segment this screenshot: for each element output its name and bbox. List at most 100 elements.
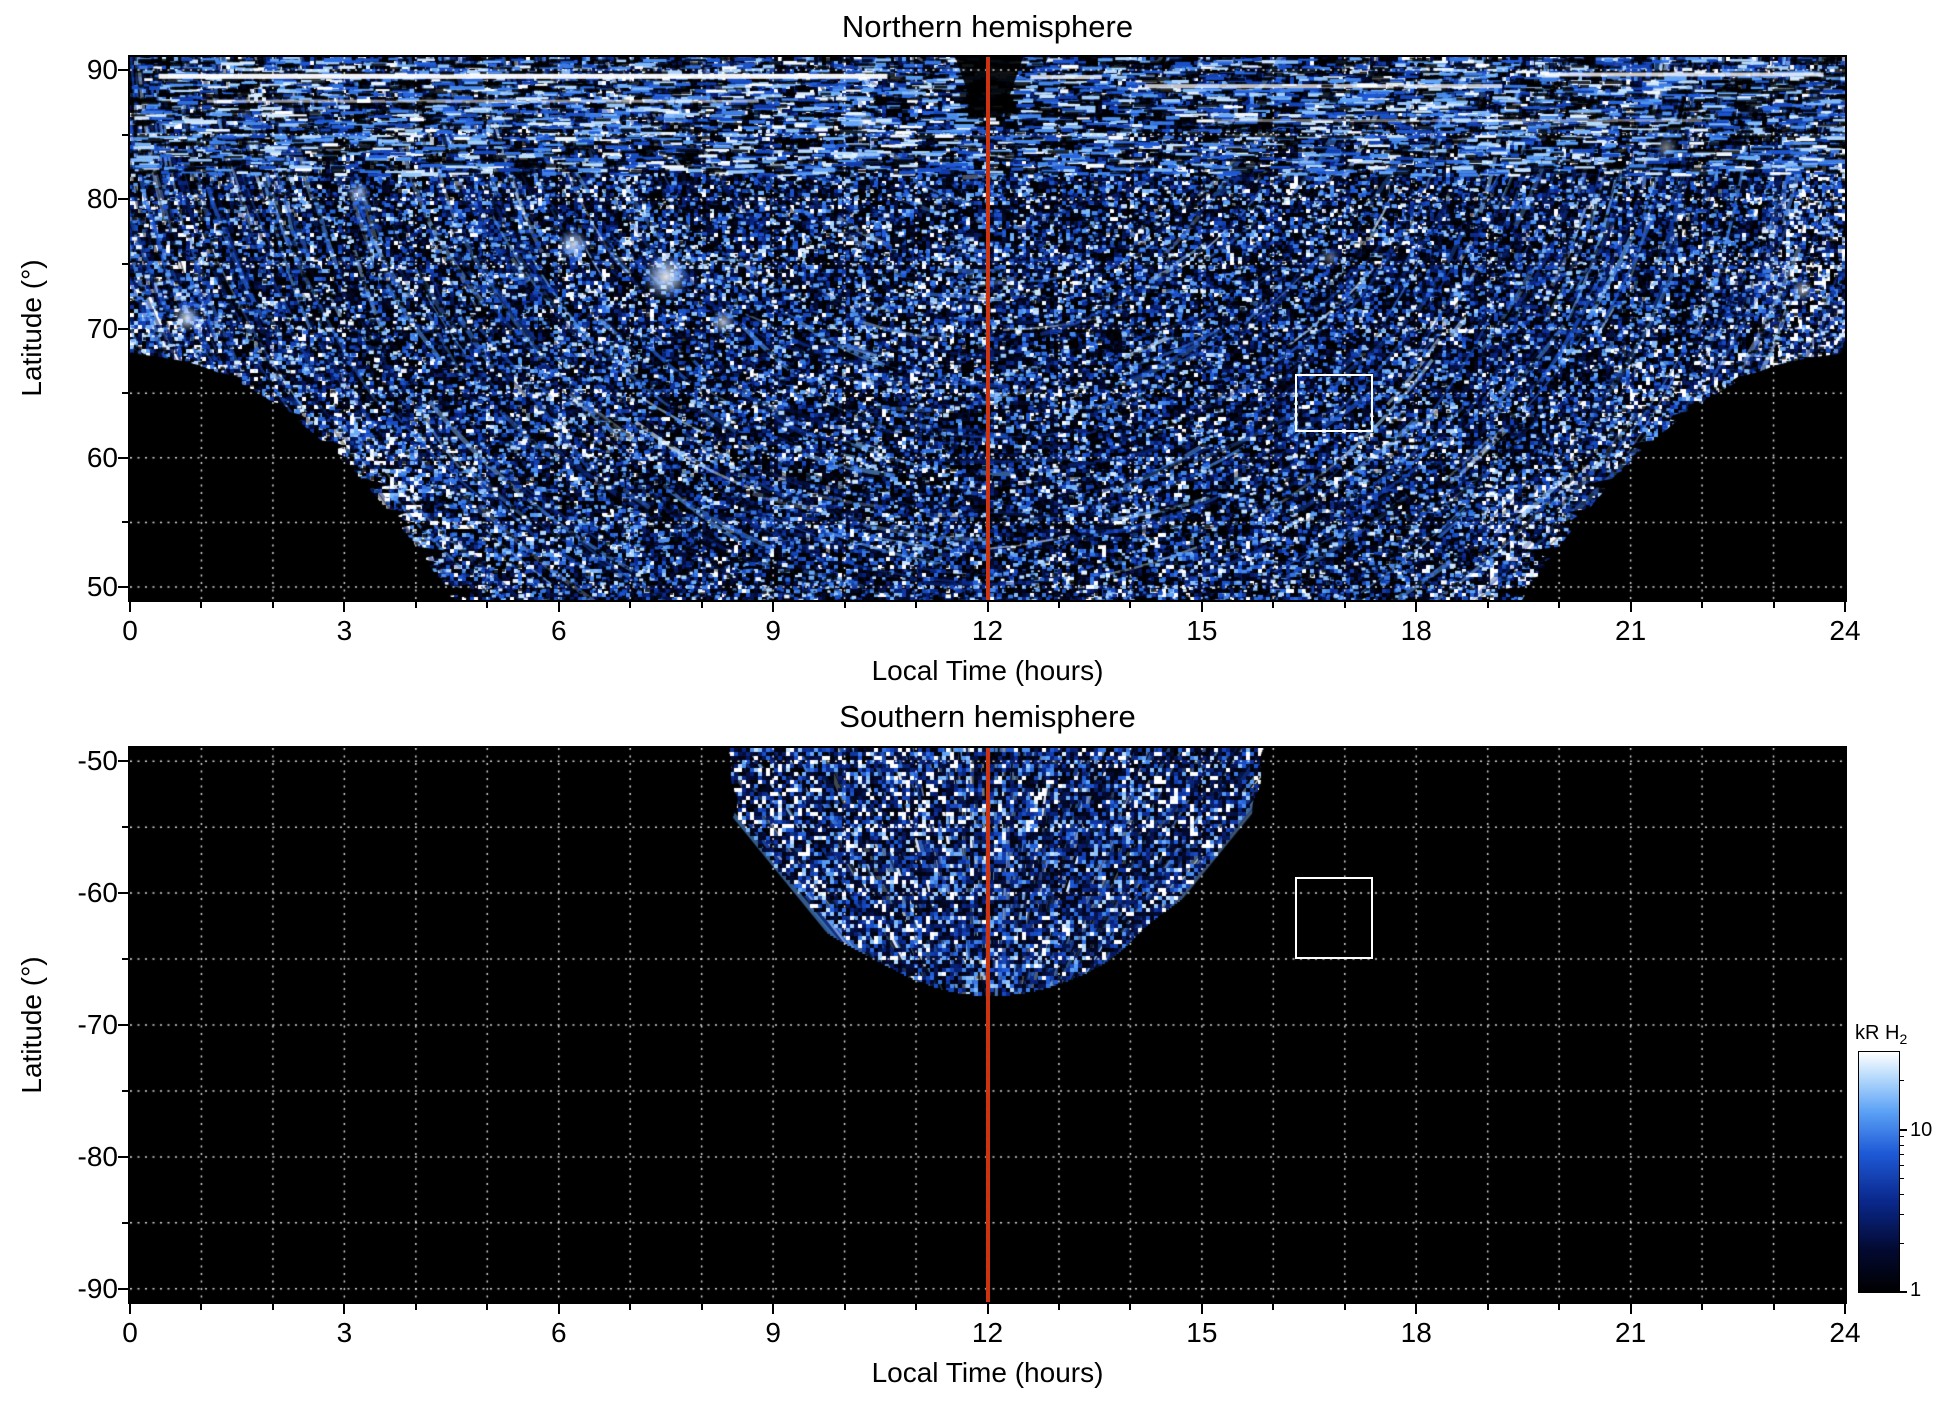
x-tick-mark xyxy=(200,602,203,608)
y-tick-label: 80 xyxy=(86,183,118,215)
y-tick-mark xyxy=(118,1287,128,1290)
y-tick-mark xyxy=(122,1089,128,1092)
colorbar-minor-tick-mark xyxy=(1900,1144,1904,1146)
colorbar-tick-mark xyxy=(1900,1291,1907,1293)
x-tick-mark xyxy=(129,602,131,612)
north-highlight-box xyxy=(1294,373,1374,432)
south-plot-frame xyxy=(128,746,1847,1304)
x-tick-mark xyxy=(986,1304,989,1314)
x-tick-mark xyxy=(1272,602,1275,608)
y-tick-mark xyxy=(122,1221,128,1224)
colorbar-tick-mark xyxy=(1900,1128,1907,1131)
x-tick-mark xyxy=(1701,1304,1704,1310)
north-plot-frame xyxy=(128,55,1847,602)
x-tick-label: 6 xyxy=(550,615,567,646)
y-tick-mark xyxy=(118,1024,128,1026)
x-tick-mark xyxy=(1701,602,1704,608)
x-tick-mark xyxy=(986,602,989,612)
x-tick-mark xyxy=(629,602,632,608)
x-tick-mark xyxy=(486,602,489,608)
colorbar-minor-tick-mark xyxy=(1900,1165,1904,1167)
y-tick-mark xyxy=(118,586,128,589)
x-tick-label: 21 xyxy=(1615,1317,1647,1348)
x-tick-mark xyxy=(414,602,417,608)
x-tick-mark xyxy=(700,1304,703,1310)
y-tick-mark xyxy=(122,133,128,136)
x-tick-mark xyxy=(1200,1304,1203,1314)
x-tick-label: 15 xyxy=(1186,615,1218,646)
y-tick-mark xyxy=(122,262,128,265)
x-tick-mark xyxy=(1844,602,1846,612)
x-tick-label: 0 xyxy=(122,1317,138,1348)
x-tick-label: 21 xyxy=(1615,615,1647,646)
x-tick-mark xyxy=(772,602,775,612)
y-tick-label: -80 xyxy=(77,1140,118,1172)
x-tick-mark xyxy=(1558,602,1561,608)
north-noon-meridian-line xyxy=(985,57,990,600)
x-tick-mark xyxy=(271,602,274,608)
colorbar-frame xyxy=(1858,1051,1900,1293)
colorbar-minor-tick-mark xyxy=(1900,1080,1904,1082)
y-tick-label: 60 xyxy=(86,441,118,473)
x-tick-label: 3 xyxy=(336,615,353,646)
y-tick-mark xyxy=(118,892,128,895)
x-tick-mark xyxy=(1415,1304,1418,1314)
x-tick-mark xyxy=(343,602,346,612)
colorbar-minor-tick-mark xyxy=(1900,1242,1904,1244)
x-tick-mark xyxy=(843,1304,846,1310)
y-tick-label: -90 xyxy=(77,1272,118,1304)
colorbar-minor-tick-mark xyxy=(1900,1136,1904,1138)
x-tick-mark xyxy=(629,1304,632,1310)
x-tick-mark xyxy=(1844,1304,1846,1314)
y-tick-mark xyxy=(122,392,128,395)
y-tick-mark xyxy=(122,521,128,524)
x-tick-mark xyxy=(1629,602,1632,612)
x-tick-mark xyxy=(557,602,560,612)
x-tick-label: 9 xyxy=(765,1317,781,1348)
x-tick-label: 24 xyxy=(1829,1317,1861,1348)
x-tick-label: 0 xyxy=(122,615,138,646)
y-tick-label: 70 xyxy=(86,312,118,344)
y-tick-label: -70 xyxy=(77,1009,118,1040)
x-tick-label: 18 xyxy=(1400,1317,1432,1348)
x-tick-label: 3 xyxy=(336,1317,353,1348)
y-tick-mark xyxy=(122,826,128,829)
colorbar-label-subscript: 2 xyxy=(1899,1031,1908,1047)
x-tick-mark xyxy=(915,602,918,608)
x-tick-mark xyxy=(1629,1304,1632,1314)
colorbar-gradient-canvas xyxy=(1859,1052,1899,1292)
x-tick-mark xyxy=(1272,1304,1275,1310)
x-tick-mark xyxy=(700,602,703,608)
colorbar-minor-tick-mark xyxy=(1900,1193,1904,1195)
x-tick-label: 24 xyxy=(1829,615,1861,646)
x-tick-label: 6 xyxy=(550,1317,567,1348)
colorbar-tick-label: 10 xyxy=(1910,1118,1933,1141)
colorbar-minor-tick-mark xyxy=(1900,1154,1904,1156)
colorbar-label-text: kR H xyxy=(1855,1022,1900,1044)
x-tick-label: 15 xyxy=(1186,1317,1218,1348)
y-tick-mark xyxy=(118,198,128,201)
colorbar-label: kR H2 xyxy=(1855,1022,1907,1050)
x-tick-mark xyxy=(1200,602,1203,612)
y-tick-label: -50 xyxy=(77,745,118,777)
x-tick-mark xyxy=(1343,1304,1346,1310)
y-tick-label: -60 xyxy=(77,877,118,909)
y-tick-mark xyxy=(118,1155,128,1158)
x-tick-mark xyxy=(1772,1304,1775,1310)
x-tick-mark xyxy=(1129,602,1132,608)
x-tick-mark xyxy=(1486,602,1489,608)
x-tick-mark xyxy=(414,1304,417,1310)
y-tick-mark xyxy=(118,68,128,71)
south-noon-meridian-line xyxy=(985,748,990,1302)
y-tick-mark xyxy=(118,456,128,459)
x-tick-mark xyxy=(915,1304,918,1310)
colorbar-tick-label: 1 xyxy=(1910,1279,1922,1301)
north-x-axis-label: Local Time (hours) xyxy=(871,655,1104,686)
x-tick-mark xyxy=(557,1304,560,1314)
north-panel-title: Northern hemisphere xyxy=(841,9,1134,44)
x-tick-mark xyxy=(1343,602,1346,608)
x-tick-mark xyxy=(271,1304,274,1310)
x-tick-mark xyxy=(772,1304,775,1314)
y-tick-mark xyxy=(122,958,128,961)
